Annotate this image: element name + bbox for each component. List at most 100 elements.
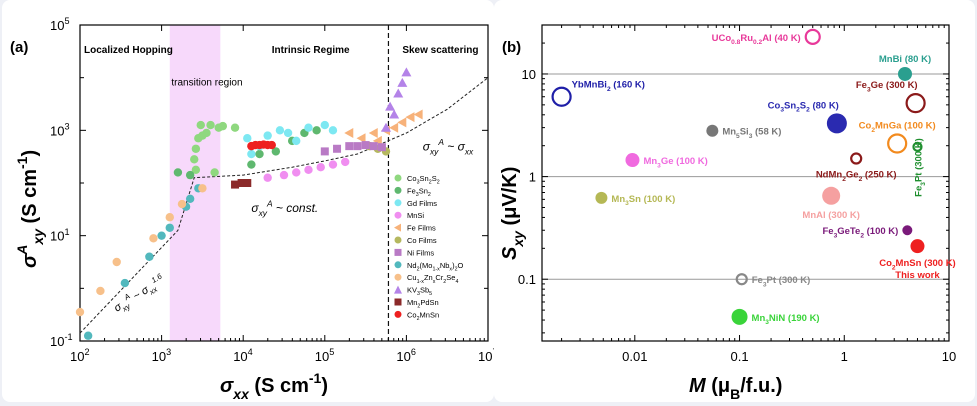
point-label-part: Ge (100 K) — [661, 156, 708, 167]
point-label-part: MnAl (300 K) — [802, 210, 860, 221]
annotation-const: σxyA ~ const. — [251, 199, 318, 219]
point-MnSi — [316, 163, 325, 172]
point-label-part: 0.2 — [753, 39, 762, 46]
legend-label-part: PdSn — [420, 298, 438, 307]
transition-region — [169, 25, 221, 341]
legend-label-part: 2 — [429, 180, 432, 186]
legend-marker — [394, 248, 402, 256]
legend-label-part: Fe Films — [407, 224, 436, 233]
guide-curve — [79, 77, 489, 334]
point-label-part: YbMnBi — [572, 80, 607, 91]
point-label-part: Sn — [784, 100, 796, 111]
y-axis-label-b: Sxy (μV/K) — [499, 167, 526, 260]
point-label-part: Fe — [822, 226, 833, 237]
legend-label-part: Se — [446, 273, 455, 282]
y-tick-label-part: -1 — [64, 332, 72, 342]
point-Ni Films — [320, 147, 329, 156]
point-label-part: S — [800, 100, 806, 111]
point-Mn3Sn (100 K) — [595, 191, 608, 204]
legend-label-part: ) — [452, 261, 455, 270]
panel-a: 10210310410510610710-1101103105(a)Locali… — [2, 0, 494, 402]
point-label: Mn3NiN (190 K) — [752, 313, 820, 326]
legend-label: KV3Sb5 — [407, 286, 432, 298]
legend-label-part: Co — [407, 310, 417, 319]
point-Gd Films — [275, 126, 285, 135]
point-label-part: 2 — [860, 233, 864, 240]
legend-label-part: Co Films — [407, 236, 437, 245]
point-Co3Sn2S2 — [218, 121, 227, 131]
annotation-power: σxyA ~ σxx1.6 — [110, 271, 168, 317]
point-label-part: Pt (300 K) — [767, 275, 811, 286]
point-Cu1-xZnxCr2Se4 — [165, 213, 174, 222]
point-label-part: 3 — [657, 162, 661, 169]
legend-label-part: Fe — [407, 186, 416, 195]
point-label-part: 2 — [892, 264, 896, 271]
legend-label: Nd2(Mo1-xNbx)2O — [407, 261, 464, 273]
x-tick-label-part: 10 — [396, 349, 410, 364]
x-axis-label-b: M (μB/f.u.) — [689, 375, 782, 402]
point-KV3Sb5 — [385, 101, 396, 111]
point-Fe3Sn2 — [247, 160, 256, 169]
point-Gd Films — [328, 126, 338, 135]
point-Fe3GeTe2 (100 K) — [902, 225, 913, 236]
y-axis-label-part: -1 — [14, 156, 30, 169]
point-label: Co2MnGa (100 K) — [859, 121, 936, 134]
annotation-linear-part: σ — [423, 139, 431, 153]
point-Fe Films — [368, 127, 378, 138]
x-axis-label-b-part: /f.u.) — [740, 375, 782, 397]
y-tick-label-part: 1 — [64, 227, 69, 237]
region-localized: Localized Hopping — [84, 45, 173, 56]
legend-label: Co Films — [407, 236, 437, 245]
plot-frame-b — [541, 24, 950, 342]
point-label-part: Mn — [643, 156, 657, 167]
panel-b: 0.01 0.1 1 10 0.1 1 10 (b) M (μB/f.u.) Sxy (μV/K)… — [494, 0, 975, 402]
point-Co3Sn2S2 — [190, 155, 199, 164]
legend-label-part: 2 — [417, 316, 420, 322]
point-label-part: 2 — [806, 107, 810, 114]
annotation-const-part: σ — [251, 201, 259, 215]
point-Nd2(Mo1-xNbx)2O — [83, 331, 93, 340]
point-UCo0.8Ru0.2Al (40 K) — [804, 28, 821, 45]
point-Co3Sn2S2 (80 K) — [826, 113, 847, 134]
point-label-part: 3 — [625, 200, 629, 207]
legend-label-part: S — [432, 174, 437, 183]
legend-label-part: Cu — [407, 273, 417, 282]
point-label: Co3Sn2S2 (80 K) — [768, 100, 839, 113]
point-label-part: Si — [740, 127, 749, 138]
x-tick-label: 105 — [315, 347, 335, 364]
legend-label: MnSi — [407, 211, 424, 220]
point-Fe3Sn2 — [271, 147, 281, 156]
point-Nd2(Mo1-xNbx)2O — [185, 194, 195, 203]
point-label-part: Co — [879, 258, 892, 269]
legend-label: Cu1-xZnxCr2Se4 — [407, 273, 458, 285]
point-Fe Films — [405, 112, 415, 123]
y-tick-label-part: 10 — [50, 334, 64, 349]
legend-marker — [394, 211, 402, 219]
x-tick-label-b: 1 — [841, 349, 848, 364]
y-axis-label-b-part: (μV/K) — [499, 167, 521, 231]
point-label-part: 2 — [796, 107, 800, 114]
point-label: Fe3GeTe2 (100 K) — [822, 226, 898, 239]
point-KV3Sb5 — [393, 88, 404, 98]
x-tick-label: 102 — [70, 347, 90, 364]
legend-label-part: Nd — [407, 261, 417, 270]
point-Cu1-xZnxCr2Se4 — [198, 184, 207, 193]
y-tick-label-b: 0.1 — [518, 272, 536, 287]
legend-label: Co2MnSn — [407, 310, 439, 322]
point-label-part: Mn — [722, 127, 736, 138]
point-label-part: Fe — [913, 186, 924, 197]
x-tick-label: 103 — [152, 347, 172, 364]
point-label: Mn5Si3 (58 K) — [722, 127, 781, 140]
point-label-part: (80 K) — [810, 100, 839, 111]
point-Co2MnSn (300 K) — [910, 239, 925, 254]
point-label: Fe3Pt (300 K) — [913, 138, 926, 197]
point-Fe3Pt (300 K) — [735, 273, 748, 286]
y-tick-label-part: 10 — [50, 123, 64, 138]
legend-label-part: MnSi — [407, 211, 424, 220]
point-label-part: (160 K) — [611, 80, 645, 91]
x-axis-label-b-part: B — [730, 386, 740, 402]
annotation-power-part: A — [122, 292, 132, 303]
point-NdMn2Ge2 (250 K) — [850, 152, 863, 165]
point-Co3Sn2S2 — [198, 131, 207, 140]
y-axis-label-part: A — [14, 245, 30, 256]
